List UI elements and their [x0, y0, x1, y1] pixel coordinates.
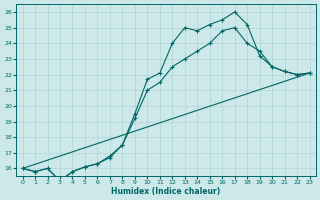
X-axis label: Humidex (Indice chaleur): Humidex (Indice chaleur): [111, 187, 221, 196]
